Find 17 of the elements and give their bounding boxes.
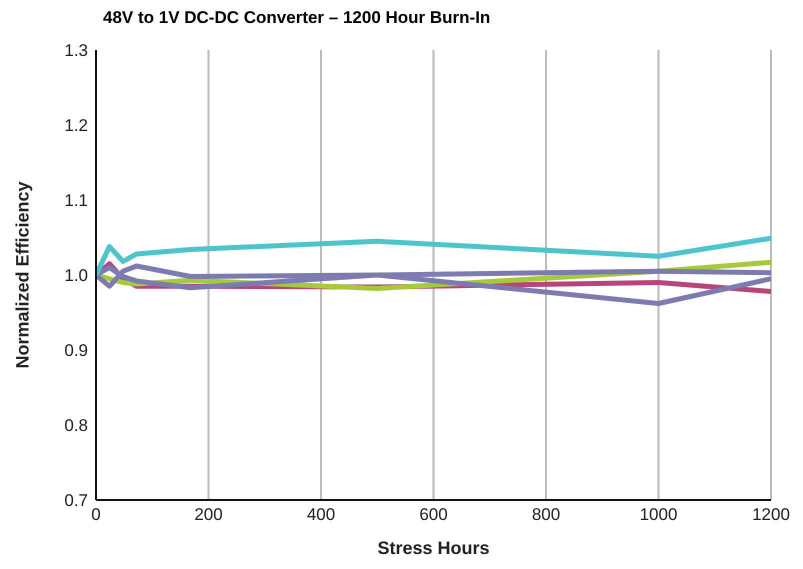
x-axis-title: Stress Hours bbox=[377, 538, 490, 558]
x-tick-label: 800 bbox=[532, 505, 560, 524]
x-tick-label: 400 bbox=[306, 505, 336, 524]
y-tick-label: 0.7 bbox=[64, 491, 88, 510]
y-tick-label: 0.8 bbox=[64, 416, 88, 436]
y-tick-label: 1.1 bbox=[64, 191, 88, 210]
y-tick-label: 1.3 bbox=[64, 41, 88, 60]
x-tick-label: 600 bbox=[419, 505, 448, 524]
x-tick-label: 1000 bbox=[640, 505, 678, 524]
y-tick-label: 1.2 bbox=[64, 116, 88, 136]
y-axis-title: Normalized Efficiency bbox=[12, 181, 32, 369]
x-tick-label: 200 bbox=[194, 505, 223, 524]
chart-title: 48V to 1V DC-DC Converter – 1200 Hour Burn-In bbox=[103, 8, 492, 29]
y-tick-label: 0.9 bbox=[64, 341, 88, 360]
x-tick-label: 0 bbox=[91, 505, 101, 524]
x-tick-label: 1200 bbox=[752, 505, 790, 524]
y-tick-label: 1.0 bbox=[64, 266, 88, 286]
